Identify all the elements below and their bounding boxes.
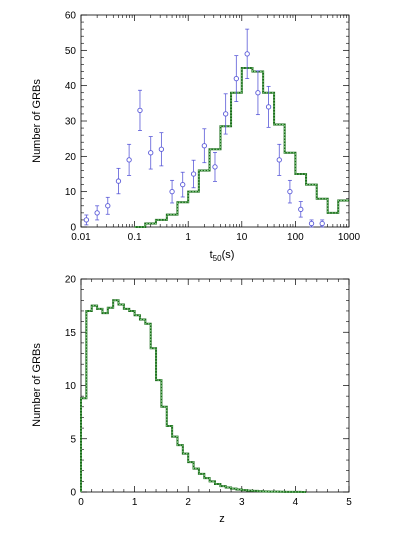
x-tick-label: 1000 <box>338 232 361 243</box>
data-point <box>223 111 229 117</box>
data-point <box>83 217 90 223</box>
data-point <box>265 104 272 110</box>
y-tick-label: 10 <box>65 187 77 198</box>
data-point <box>212 164 218 170</box>
x-tick-label: 4 <box>293 497 299 508</box>
x-tick-label: 1 <box>185 232 191 243</box>
data-point <box>276 157 282 163</box>
data-point <box>169 189 175 195</box>
y-tick-label: 15 <box>65 328 77 339</box>
data-point <box>190 171 197 177</box>
data-point <box>105 203 111 209</box>
data-point <box>137 107 143 114</box>
x-label-main: t <box>210 249 213 261</box>
plot-frame-bottom <box>80 278 350 493</box>
y-tick-label: 50 <box>65 46 77 57</box>
data-point <box>148 150 154 156</box>
y-axis-label-top: Number of GRBs <box>31 79 43 163</box>
x-tick-label: 100 <box>287 232 304 243</box>
y-tick-label: 40 <box>65 81 77 92</box>
data-point <box>180 181 186 188</box>
data-point <box>158 146 165 152</box>
data-point <box>255 90 261 96</box>
y-axis-label-bottom: Number of GRBs <box>31 343 43 427</box>
x-tick-label: 5 <box>346 497 352 508</box>
panel-t50: Number of GRBs t50(s) 0.01 0.1 1 10 100 10000… <box>31 11 361 264</box>
y-tick-label: 0 <box>70 223 76 234</box>
x-tick-label: 2 <box>185 497 191 508</box>
x-tick-label: 0 <box>78 497 84 508</box>
x-tick-label: 3 <box>239 497 245 508</box>
data-point <box>126 157 132 163</box>
x-axis-label-bottom: z <box>219 513 225 525</box>
y-tick-label: 20 <box>65 152 77 163</box>
data-point <box>94 210 100 216</box>
data-point <box>115 178 122 184</box>
data-point <box>233 75 239 82</box>
x-tick-label: 0.1 <box>128 232 142 243</box>
x-tick-label: 1 <box>132 497 138 508</box>
x-axis-label-top: t50(s) <box>210 249 235 263</box>
panel-redshift: Number of GRBs z 0 1 2 3 4 5 0 5 10 15 20 <box>31 275 352 526</box>
x-tick-label: 10 <box>236 232 248 243</box>
data-point <box>308 220 315 227</box>
y-tick-label: 30 <box>65 117 77 128</box>
x-label-unit: (s) <box>222 249 235 261</box>
x-tick-label: 0.01 <box>71 232 91 243</box>
y-tick-label: 5 <box>70 434 76 445</box>
y-tick-label: 0 <box>70 488 76 499</box>
y-tick-label: 10 <box>65 381 77 392</box>
data-point <box>319 220 325 227</box>
plot-frame-top <box>80 14 350 228</box>
y-tick-label: 20 <box>65 275 77 286</box>
data-point <box>201 143 207 149</box>
redshift-histogram-dots <box>80 299 307 493</box>
data-point <box>244 51 250 57</box>
x-label-subscript: 50 <box>213 254 222 263</box>
y-tick-label: 60 <box>65 11 77 22</box>
data-point <box>298 206 304 212</box>
data-point <box>287 189 293 195</box>
model-histogram-line <box>134 67 349 228</box>
redshift-histogram-line <box>80 299 307 493</box>
